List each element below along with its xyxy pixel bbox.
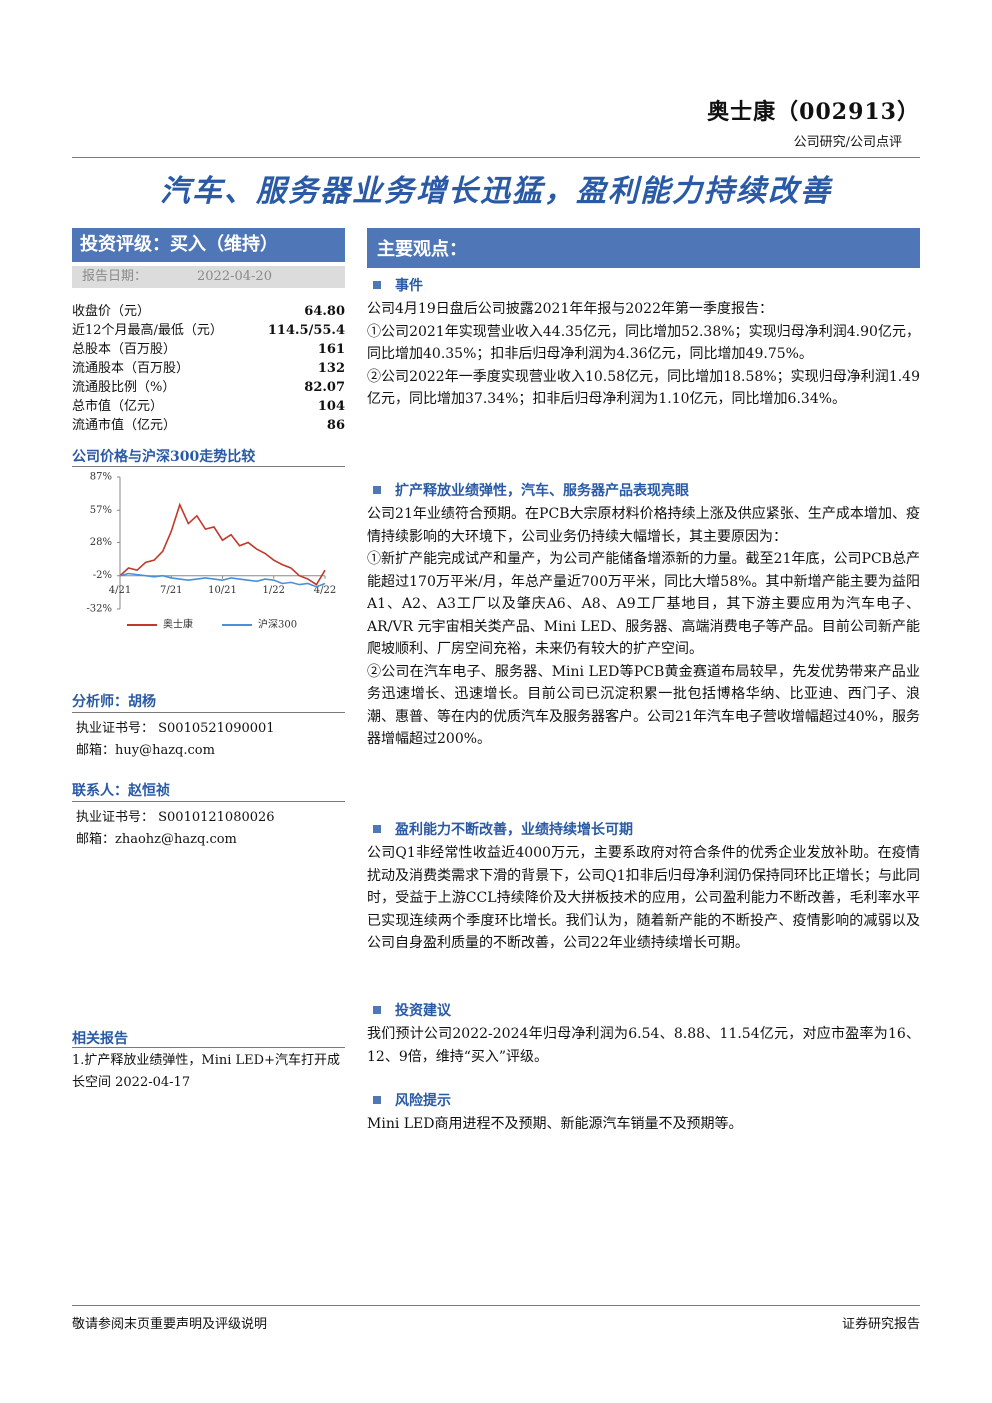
row-label: 流通股本（百万股） bbox=[72, 361, 190, 376]
row-label: 总市值（亿元） bbox=[72, 399, 164, 414]
main-view-heading: 主要观点： bbox=[367, 228, 920, 268]
section-title: 风险提示 bbox=[367, 1091, 920, 1111]
paragraph: 我们预计公司2022-2024年归母净利润为6.54、8.88、11.54亿元，… bbox=[367, 1026, 920, 1065]
series-line bbox=[119, 572, 326, 588]
company: 奥士康（002913） bbox=[707, 99, 920, 125]
row-label: 流通股比例（%） bbox=[72, 380, 176, 395]
table-row: 流通股本（百万股） 132 bbox=[72, 359, 345, 378]
y-tick-label: 87% bbox=[90, 472, 112, 483]
table-row: 总股本（百万股） 161 bbox=[72, 340, 345, 359]
paragraph: 公司4月19日盘后公司披露2021年年报与2022年第一季度报告： bbox=[367, 301, 773, 317]
rule bbox=[72, 712, 345, 713]
date: 2022-04-20 bbox=[197, 269, 272, 284]
row-value: 132 bbox=[317, 361, 345, 376]
bullet bbox=[373, 1096, 381, 1104]
row-value: 114.5/55.4 bbox=[267, 323, 345, 338]
bullet bbox=[373, 281, 381, 289]
section-title-text: 扩产释放业绩弹性，汽车、服务器产品表现亮眼 bbox=[395, 483, 689, 499]
section: 事件公司4月19日盘后公司披露2021年年报与2022年第一季度报告： ①公司20… bbox=[367, 276, 920, 411]
section-title-text: 投资建议 bbox=[395, 1003, 451, 1019]
section-title: 扩产释放业绩弹性，汽车、服务器产品表现亮眼 bbox=[367, 481, 920, 501]
paragraph: ②公司2022年一季度实现营业收入10.58亿元，同比增加18.58%；实现归母… bbox=[367, 368, 920, 408]
bullet bbox=[373, 1006, 381, 1014]
x-tick-label: 4/21 bbox=[109, 585, 131, 596]
row-label: 近12个月最高/最低（元） bbox=[72, 323, 223, 338]
series-line bbox=[119, 502, 326, 586]
table-row: 收盘价（元） 64.80 bbox=[72, 302, 345, 321]
footer-left: 敬请参阅末页重要声明及评级说明 bbox=[72, 1317, 268, 1332]
report-title: 汽车、服务器业务增长迅猛，盈利能力持续改善 bbox=[160, 174, 832, 209]
table-row: 近12个月最高/最低（元） 114.5/55.4 bbox=[72, 321, 345, 340]
y-tick-label: 57% bbox=[90, 505, 112, 516]
analyst-heading: 分析师：胡杨 bbox=[72, 694, 156, 710]
rule bbox=[72, 466, 345, 467]
paragraph: ②公司在汽车电子、服务器、Mini LED等PCB黄金赛道布局较早，先发优势带来… bbox=[367, 663, 920, 748]
section-title-text: 事件 bbox=[395, 278, 423, 294]
row-value: 82.07 bbox=[304, 380, 345, 395]
price-chart: 87% 57% 28% -2% -32% 4/21 7/21 10/21 1/22 4/22 奥士康… bbox=[86, 472, 336, 631]
row-value: 64.80 bbox=[304, 304, 345, 319]
legend-label: 沪深300 bbox=[258, 618, 297, 631]
analyst-cert: 执业证书号： S0010521090001 bbox=[76, 721, 275, 736]
section-title-text: 风险提示 bbox=[395, 1093, 451, 1109]
x-tick-label: 10/21 bbox=[208, 585, 237, 596]
section: 扩产释放业绩弹性，汽车、服务器产品表现亮眼公司21年业绩符合预期。在PCB大宗原… bbox=[367, 481, 920, 751]
x-tick-label: 4/22 bbox=[314, 585, 336, 596]
section: 风险提示 Mini LED商用进程不及预期、新能源汽车销量不及预期等。 bbox=[367, 1091, 920, 1136]
y-tick-label: 28% bbox=[90, 537, 112, 548]
paragraph: Mini LED商用进程不及预期、新能源汽车销量不及预期等。 bbox=[367, 1116, 743, 1132]
row-label: 流通市值（亿元） bbox=[72, 418, 177, 433]
x-tick-label: 1/22 bbox=[263, 585, 285, 596]
y-tick-label: -32% bbox=[86, 604, 112, 615]
paragraph: 公司21年业绩符合预期。在PCB大宗原材料价格持续上涨及供应紧张、生产成本增加、… bbox=[367, 506, 920, 545]
legend-label: 奥士康 bbox=[163, 618, 193, 631]
row-label: 总股本（百万股） bbox=[72, 342, 177, 357]
rating: 投资评级：买入（维持） bbox=[72, 228, 345, 262]
related-heading: 相关报告 bbox=[72, 1031, 128, 1047]
report-date: 报告日期： 2022-04-20 bbox=[72, 266, 345, 288]
section: 投资建议我们预计公司2022-2024年归母净利润为6.54、8.88、11.5… bbox=[367, 1001, 920, 1068]
rule bbox=[72, 801, 345, 802]
section-title: 投资建议 bbox=[367, 1001, 920, 1021]
row-value: 86 bbox=[326, 418, 345, 433]
contact-cert: 执业证书号： S0010121080026 bbox=[76, 810, 275, 825]
y-tick-label: -2% bbox=[93, 570, 112, 581]
date-label: 报告日期： bbox=[82, 269, 148, 284]
related-item: 1.扩产释放业绩弹性，Mini LED+汽车打开成长空间 2022-04-17 bbox=[72, 1053, 340, 1090]
chart-heading: 公司价格与沪深300走势比较 bbox=[72, 449, 256, 465]
rule bbox=[72, 157, 920, 158]
rule bbox=[72, 1047, 345, 1048]
table-row: 流通股比例（%） 82.07 bbox=[72, 378, 345, 397]
section-title: 盈利能力不断改善，业绩持续增长可期 bbox=[367, 820, 920, 840]
row-label: 收盘价（元） bbox=[72, 304, 151, 319]
category: 公司研究/公司点评 bbox=[793, 135, 902, 150]
contact-email: 邮箱：zhaohz@hazq.com bbox=[76, 832, 237, 847]
paragraph: ①公司2021年实现营业收入44.35亿元，同比增加52.38%；实现归母净利润… bbox=[367, 323, 920, 363]
bullet bbox=[373, 825, 381, 833]
analyst-email: 邮箱：huy@hazq.com bbox=[76, 743, 215, 758]
section-title-text: 盈利能力不断改善，业绩持续增长可期 bbox=[395, 822, 633, 838]
row-value: 161 bbox=[317, 342, 345, 357]
section: 盈利能力不断改善，业绩持续增长可期公司Q1非经常性收益近4000万元，主要系政府… bbox=[367, 820, 920, 955]
bullet bbox=[373, 486, 381, 494]
paragraph: 公司Q1非经常性收益近4000万元，主要系政府对符合条件的优秀企业发放补助。在疫… bbox=[367, 845, 920, 951]
paragraph: ①新扩产能完成试产和量产，为公司产能储备增添新的力量。截至21年底，公司PCB总… bbox=[367, 551, 920, 657]
table-row: 总市值（亿元） 104 bbox=[72, 397, 345, 416]
contact-heading: 联系人：赵恒祯 bbox=[72, 783, 170, 799]
row-value: 104 bbox=[317, 399, 345, 414]
x-tick-label: 7/21 bbox=[160, 585, 182, 596]
footer-right: 证券研究报告 bbox=[841, 1317, 920, 1332]
section-title: 事件 bbox=[367, 276, 920, 296]
table-row: 流通市值（亿元） 86 bbox=[72, 416, 345, 435]
rule bbox=[72, 1305, 920, 1306]
